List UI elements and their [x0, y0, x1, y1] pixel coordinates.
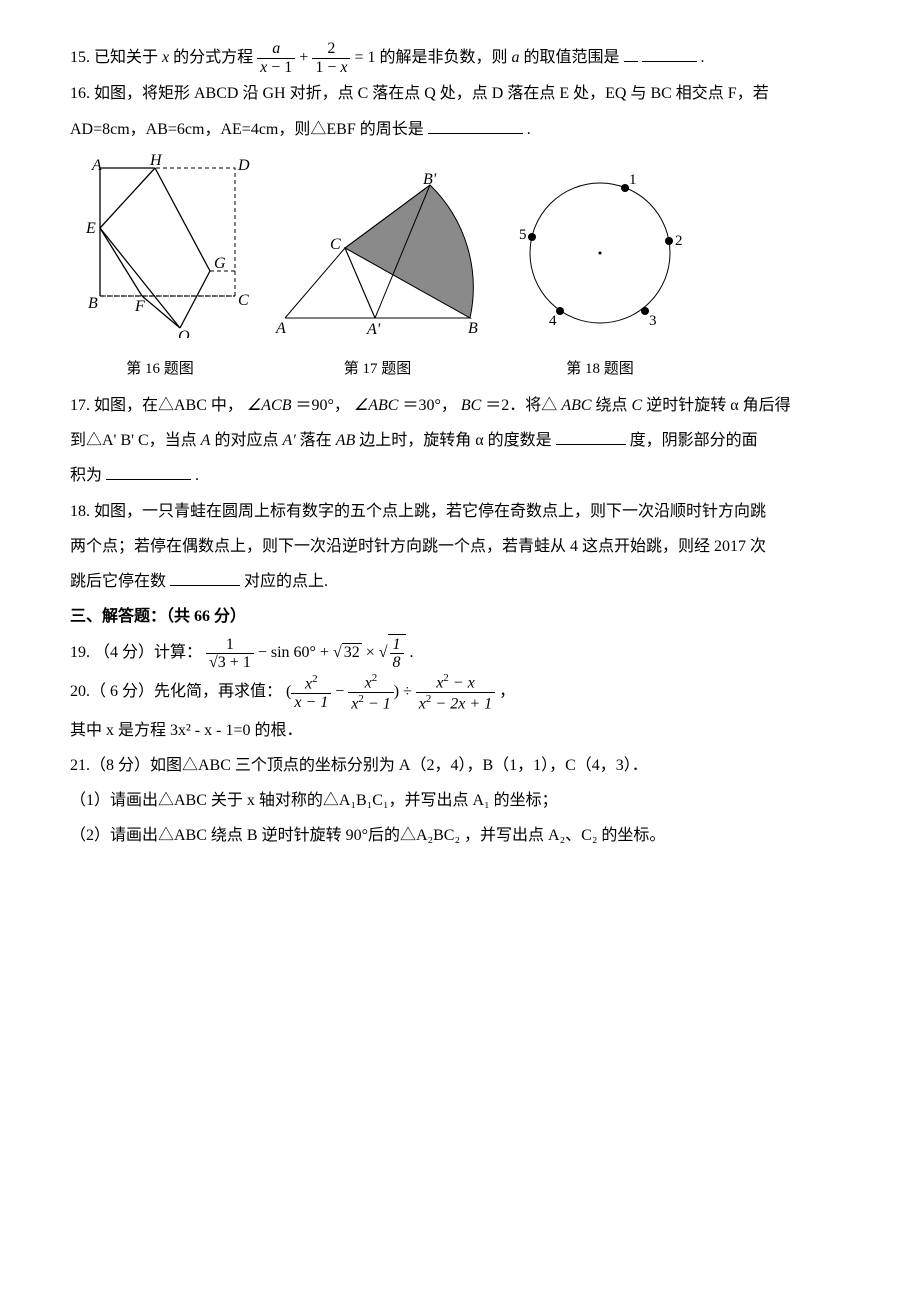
- fig18-svg: 1 2 3 4 5: [505, 163, 695, 338]
- q20-expr: (x2x − 1 − x2x2 − 1) ÷ x2 − xx2 − 2x + 1: [286, 683, 499, 700]
- q18-l2: 两个点；若停在偶数点上，则下一次沿逆时针方向跳一个点，若青蛙从 4 这点开始跳，…: [70, 529, 860, 564]
- q19-frac: 1 √3 + 1: [206, 636, 254, 672]
- q17-l1g: ＝2．将△: [485, 397, 557, 414]
- section3-heading: 三、解答题：（共 66 分）: [70, 599, 860, 634]
- q21-l1: 21.（8 分）如图△ABC 三个顶点的坐标分别为 A（2，4），B（1，1），…: [70, 748, 860, 783]
- q16-l2-pre: AD=8cm，AB=6cm，AE=4cm，则△EBF 的周长是: [70, 121, 424, 138]
- q15-period: .: [701, 49, 705, 66]
- fig16-labQ: Q: [178, 328, 190, 338]
- figures-row: A H D E B F G C Q 第 16 题图 B' C A A': [70, 153, 860, 386]
- fig16-labB: B: [88, 295, 98, 312]
- q15-tail: 的取值范围是: [524, 49, 620, 66]
- q15-x: x: [162, 49, 169, 66]
- q15-a: a: [512, 49, 520, 66]
- q17-l2a: 到△A' B' C，当点: [70, 432, 201, 449]
- q17-l3a: 积为: [70, 467, 102, 484]
- q17-l1d: ∠ABC: [354, 397, 399, 414]
- fig17-labB: B: [468, 320, 478, 337]
- fig16-labC: C: [238, 292, 249, 309]
- q17-l2: 到△A' B' C，当点 A 的对应点 A' 落在 AB 边上时，旋转角 α 的…: [70, 423, 860, 458]
- fig16-labH: H: [149, 153, 163, 169]
- q17-l2b: A: [201, 432, 211, 449]
- q17-l1j: C: [632, 397, 643, 414]
- q21-l3: （2）请画出△ABC 绕点 B 逆时针旋转 90°后的△A₂BC₂ ，并写出点 …: [70, 818, 860, 853]
- q16-l2: AD=8cm，AB=6cm，AE=4cm，则△EBF 的周长是 .: [70, 112, 860, 147]
- q16-l2-post: .: [527, 121, 531, 138]
- fig17-labBp: B': [423, 173, 437, 188]
- q15-frac2: 21 − x: [312, 40, 350, 76]
- q17-blank1: [556, 428, 626, 445]
- q18-l3b: 对应的点上.: [244, 573, 328, 590]
- fig18-n2: 2: [675, 233, 683, 249]
- q20-l1: 20.（ 6 分）先化简，再求值： (x2x − 1 − x2x2 − 1) ÷…: [70, 672, 860, 713]
- q18-l3: 跳后它停在数 对应的点上.: [70, 564, 860, 599]
- fig18-n5: 5: [519, 227, 527, 243]
- q17-l2c: 的对应点: [214, 432, 282, 449]
- fig16-caption: 第 16 题图: [70, 353, 250, 386]
- q15-frac1: ax − 1: [257, 40, 295, 76]
- fig18-n4: 4: [549, 313, 557, 329]
- q15-suffix: 的解是非负数，则: [379, 49, 511, 66]
- q19-times: ×: [366, 644, 379, 661]
- fig17-labC: C: [330, 236, 341, 253]
- q17-l1: 17. 如图，在△ABC 中， ∠ACB ＝90°， ∠ABC ＝30°， BC…: [70, 388, 860, 423]
- q19: 19. （4 分）计算： 1 √3 + 1 − sin 60° + √32 × …: [70, 634, 860, 671]
- q15-blank2: [642, 45, 697, 62]
- q17-blank2: [106, 463, 191, 480]
- fig16-wrap: A H D E B F G C Q 第 16 题图: [70, 153, 250, 386]
- q16-l1: 16. 如图，将矩形 ABCD 沿 GH 对折，点 C 落在点 Q 处，点 D …: [70, 76, 860, 111]
- fig18-caption: 第 18 题图: [505, 353, 695, 386]
- q15-eq: = 1: [354, 49, 379, 66]
- q15-mid1: 的分式方程: [173, 49, 257, 66]
- q17-l3b: .: [195, 467, 199, 484]
- q17-l3: 积为 .: [70, 458, 860, 493]
- fig16-svg: A H D E B F G C Q: [70, 153, 250, 338]
- fig17-wrap: B' C A A' B 第 17 题图: [270, 173, 485, 386]
- q17-l2e: 落在: [300, 432, 336, 449]
- q17-l1c: ＝90°，: [295, 397, 349, 414]
- q18-blank: [170, 569, 240, 586]
- q19-post: .: [410, 644, 414, 661]
- q19-pre: 19. （4 分）计算：: [70, 644, 202, 661]
- q17-l2g: 边上时，旋转角 α 的度数是: [359, 432, 551, 449]
- q17-l2d: A': [282, 432, 295, 449]
- q18-l1: 18. 如图，一只青蛙在圆周上标有数字的五个点上跳，若它停在奇数点上，则下一次沿…: [70, 494, 860, 529]
- fig18-n3: 3: [649, 313, 657, 329]
- q19-sqrt32: √32: [333, 643, 362, 661]
- q20-l1-post: ，: [499, 683, 515, 700]
- q17-l2f: AB: [336, 432, 356, 449]
- fig17-labA: A: [275, 320, 286, 337]
- q17-l1a: 17. 如图，在△ABC 中，: [70, 397, 243, 414]
- q17-l1i: 绕点: [596, 397, 632, 414]
- q17-l2h: 度，阴影部分的面: [630, 432, 758, 449]
- q19-sqrt18: √18: [379, 644, 406, 661]
- fig18-wrap: 1 2 3 4 5 第 18 题图: [505, 163, 695, 386]
- fig17-caption: 第 17 题图: [270, 353, 485, 386]
- q15-plus: +: [299, 49, 312, 66]
- fig18-n1: 1: [629, 172, 637, 188]
- fig16-labD: D: [237, 157, 250, 174]
- q17-l1h: ABC: [561, 397, 591, 414]
- fig16-labE: E: [85, 220, 96, 237]
- q15: 15. 已知关于 x 的分式方程 ax − 1 + 21 − x = 1 的解是…: [70, 40, 860, 76]
- fig16-labG: G: [214, 255, 226, 272]
- q20-l2: 其中 x 是方程 3x² - x - 1=0 的根．: [70, 713, 860, 748]
- q16-blank: [428, 117, 523, 134]
- q20-l1-pre: 20.（ 6 分）先化简，再求值：: [70, 683, 282, 700]
- fig16-labF: F: [134, 298, 145, 315]
- q17-l1e: ＝30°，: [402, 397, 456, 414]
- q15-blank1: [624, 45, 638, 62]
- q17-l1f: BC: [461, 397, 481, 414]
- fig17-svg: B' C A A' B: [270, 173, 485, 338]
- q15-prefix: 15. 已知关于: [70, 49, 162, 66]
- q18-l3a: 跳后它停在数: [70, 573, 166, 590]
- q19-minus: − sin 60° +: [258, 644, 333, 661]
- fig17-labAp: A': [366, 321, 381, 338]
- q17-l1b: ∠ACB: [247, 397, 292, 414]
- q21-l2: （1）请画出△ABC 关于 x 轴对称的△A₁B₁C₁，并写出点 A₁ 的坐标；: [70, 783, 860, 818]
- q17-l1k: 逆时针旋转 α 角后得: [646, 397, 790, 414]
- fig16-labA: A: [91, 157, 102, 174]
